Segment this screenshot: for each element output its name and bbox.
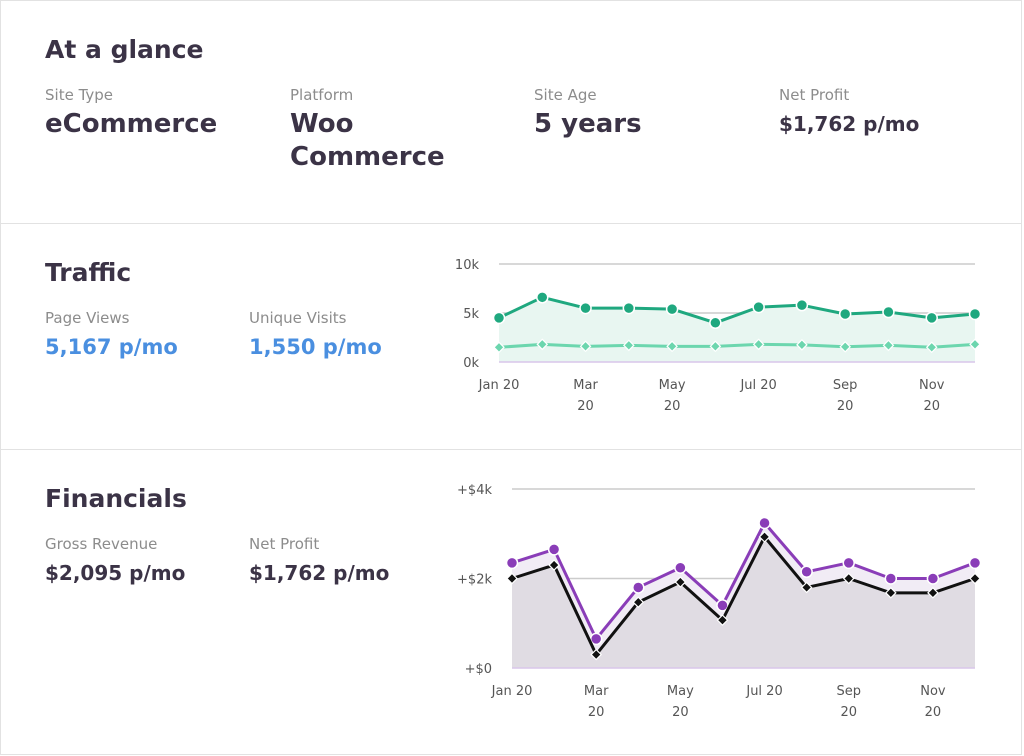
data-point <box>968 556 982 570</box>
data-point <box>632 581 645 594</box>
data-point <box>709 340 722 353</box>
x-tick-label: 20 <box>840 705 857 720</box>
x-tick-label: Jul 20 <box>739 378 776 393</box>
data-point <box>800 581 813 594</box>
y-tick-label: +$0 <box>465 662 492 677</box>
data-point <box>969 572 981 585</box>
data-point <box>547 543 561 556</box>
at-a-glance-section: At a glance Site Type eCommerce Platform W… <box>0 0 1022 224</box>
data-point <box>632 596 645 609</box>
data-point <box>589 632 603 646</box>
data-point <box>492 311 506 325</box>
data-point <box>882 305 895 319</box>
data-point <box>800 565 813 579</box>
data-point <box>838 307 852 321</box>
y-tick-label: +$2k <box>457 573 492 588</box>
x-tick-label: Mar <box>573 378 598 393</box>
data-point <box>579 301 592 315</box>
x-tick-label: Sep <box>833 378 858 393</box>
series-area <box>499 297 975 362</box>
section-title: At a glance <box>45 35 204 64</box>
x-tick-label: 20 <box>588 705 605 720</box>
x-tick-label: 20 <box>577 399 594 414</box>
data-point <box>968 307 982 321</box>
data-point <box>666 340 678 353</box>
series-line <box>511 521 976 641</box>
x-tick-label: 20 <box>672 705 689 720</box>
data-point <box>795 298 809 312</box>
series-area <box>512 536 975 668</box>
data-point <box>674 576 687 588</box>
data-point <box>882 339 895 352</box>
data-point <box>716 599 729 612</box>
x-tick-label: May <box>659 378 686 393</box>
stat-gross-revenue: Gross Revenue $2,095 p/mo <box>45 535 186 585</box>
x-tick-label: Mar <box>584 684 609 699</box>
data-point <box>590 648 603 661</box>
stat-unique-visits: Unique Visits 1,550 p/mo <box>249 309 382 359</box>
y-tick-label: 10k <box>455 258 480 273</box>
data-point <box>665 302 679 316</box>
x-tick-label: Jan 20 <box>491 684 533 699</box>
section-title: Traffic <box>45 258 132 287</box>
stat-site-age: Site Age 5 years <box>534 86 642 139</box>
data-point <box>884 572 898 585</box>
x-tick-label: 20 <box>664 399 681 414</box>
data-point <box>758 516 771 530</box>
x-tick-label: Nov <box>920 684 946 699</box>
data-point <box>579 340 592 353</box>
x-tick-label: 20 <box>837 399 854 414</box>
financials-chart: +$0 +$2k +$4k Jan 20 Mar 20 May 20 Jul 20 Sep 20 No… <box>457 483 982 720</box>
data-point <box>716 614 729 626</box>
x-tick-label: Jan 20 <box>478 378 520 393</box>
data-point <box>536 338 549 351</box>
data-point <box>548 559 560 571</box>
series-line <box>498 342 976 349</box>
data-point <box>505 556 519 570</box>
data-point <box>925 341 938 354</box>
data-point <box>884 586 897 599</box>
data-point <box>842 572 855 585</box>
y-tick-label: +$4k <box>457 483 492 498</box>
series-line <box>498 295 976 325</box>
stat-net-profit: Net Profit $1,762 p/mo <box>779 86 920 136</box>
data-point <box>752 338 765 351</box>
data-point <box>969 338 981 351</box>
data-point <box>839 340 852 353</box>
data-point <box>536 291 549 304</box>
y-tick-label: 0k <box>463 356 479 371</box>
data-point <box>709 316 722 330</box>
data-point <box>622 339 635 352</box>
data-point <box>622 301 636 315</box>
data-point <box>925 311 938 325</box>
y-tick-label: 5k <box>463 307 479 322</box>
data-point <box>752 300 765 314</box>
data-point <box>758 531 771 543</box>
x-tick-label: 20 <box>923 399 940 414</box>
data-point <box>493 341 505 354</box>
section-title: Financials <box>45 484 187 513</box>
x-tick-label: Nov <box>919 378 945 393</box>
data-point <box>506 572 518 585</box>
x-tick-label: Sep <box>836 684 861 699</box>
stat-platform: Platform Woo Commerce <box>290 86 445 172</box>
series-line <box>511 535 976 657</box>
x-tick-label: May <box>667 684 694 699</box>
traffic-chart: 0k 5k 10k Jan 20 Mar 20 May 20 Jul 20 Sep 20 Nov 20 <box>455 258 982 414</box>
data-point <box>674 561 687 575</box>
stat-net-profit: Net Profit $1,762 p/mo <box>249 535 390 585</box>
stat-page-views: Page Views 5,167 p/mo <box>45 309 178 359</box>
data-point <box>796 339 808 351</box>
x-tick-label: 20 <box>925 705 942 720</box>
data-point <box>927 586 939 599</box>
data-point <box>926 572 940 585</box>
data-point <box>842 556 855 570</box>
stat-site-type: Site Type eCommerce <box>45 86 218 139</box>
x-tick-label: Jul 20 <box>745 684 782 699</box>
